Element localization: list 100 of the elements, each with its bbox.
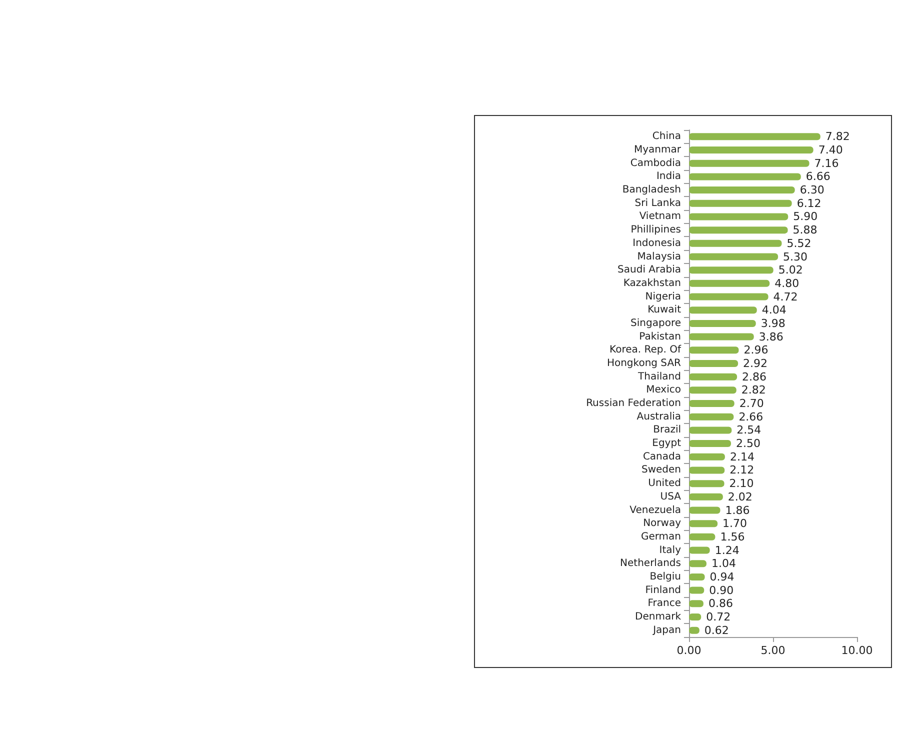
data-label: 0.72 [706, 610, 731, 624]
data-label: 5.30 [783, 250, 808, 264]
data-label: 1.04 [711, 557, 736, 570]
bar [689, 520, 718, 528]
bar [689, 293, 768, 300]
bar [689, 266, 774, 274]
bar [689, 400, 734, 408]
bar [689, 160, 810, 167]
data-label: 2.50 [736, 437, 760, 450]
y-tick-label: Venezuela [630, 504, 681, 516]
y-tick-label: Denmark [635, 611, 682, 622]
data-label: 2.66 [738, 410, 764, 424]
y-tick-label: Belgiu [650, 571, 681, 582]
data-label: 4.04 [762, 304, 786, 317]
bar [689, 226, 788, 234]
bar [689, 493, 723, 500]
bar [689, 440, 731, 448]
y-tick-label: Mexico [646, 384, 681, 396]
data-label: 1.56 [720, 530, 745, 544]
bar [689, 346, 739, 354]
data-label: 1.24 [714, 544, 740, 557]
data-label: 4.72 [773, 290, 798, 304]
y-tick-label: Brazil [653, 424, 681, 436]
y-tick-label: Kazakhstan [623, 278, 681, 289]
data-label: 2.82 [741, 384, 766, 397]
y-tick-label: USA [660, 491, 682, 502]
data-label: 2.10 [729, 477, 754, 490]
y-tick-label: Nigeria [645, 291, 681, 302]
bar [689, 386, 736, 394]
data-label: 5.88 [792, 224, 818, 237]
bar [689, 133, 820, 140]
data-label: 2.96 [744, 344, 768, 357]
bar [689, 360, 738, 367]
bar [689, 466, 725, 474]
data-label: 1.70 [722, 517, 748, 530]
data-label: 7.16 [814, 156, 839, 170]
data-label: 2.02 [728, 490, 752, 504]
y-tick-label: Korea. Rep. Of [610, 344, 682, 356]
bar [689, 173, 801, 180]
y-tick-label: Sweden [641, 464, 681, 476]
bar [689, 506, 720, 514]
y-tick-label: Cambodia [630, 158, 681, 169]
y-tick-label: Australia [636, 411, 681, 422]
bar [689, 480, 724, 488]
data-label: 2.54 [736, 424, 762, 437]
data-label: 5.90 [793, 210, 818, 224]
bar [689, 320, 756, 327]
bar [689, 240, 782, 247]
y-tick-label: Indonesia [632, 238, 681, 249]
data-label: 7.82 [825, 130, 850, 144]
data-label: 5.02 [778, 264, 803, 277]
data-label: 4.80 [774, 276, 800, 290]
y-tick-label: Finland [645, 584, 681, 596]
data-label: 5.52 [786, 236, 812, 250]
y-tick-label: Phillipines [630, 224, 681, 236]
bar [689, 280, 770, 287]
bar [689, 533, 716, 540]
data-label: 2.86 [742, 370, 767, 384]
data-label: 3.98 [760, 316, 786, 330]
bar [689, 413, 734, 420]
x-tick-label: 5.00 [760, 644, 786, 657]
data-label: 3.86 [758, 330, 784, 344]
y-tick-label: Egypt [652, 438, 682, 450]
data-label: 2.70 [739, 397, 764, 410]
y-tick-label: Myanmar [634, 144, 682, 156]
bar [689, 453, 725, 460]
bar [689, 253, 778, 260]
x-tick-label: 10.00 [841, 644, 873, 657]
bar [689, 546, 710, 554]
y-tick-label: United [648, 478, 681, 490]
y-tick-label: Pakistan [639, 331, 681, 342]
y-tick-label: Vietnam [639, 211, 681, 222]
y-tick-label: Bangladesh [622, 184, 681, 196]
y-tick-label: Sri Lanka [634, 198, 681, 209]
y-tick-label: India [656, 171, 681, 182]
y-tick-label: France [648, 598, 681, 610]
y-tick-label: Malaysia [637, 251, 681, 262]
bar [689, 146, 814, 154]
y-tick-label: Netherlands [620, 558, 681, 570]
data-label: 6.30 [800, 184, 824, 197]
bar [689, 426, 732, 434]
data-label: 2.14 [730, 450, 754, 464]
y-tick-label: Saudi Arabia [618, 264, 681, 276]
y-tick-label: Singapore [630, 318, 681, 329]
y-tick-label: Canada [642, 451, 681, 462]
data-label: 6.12 [796, 196, 822, 210]
bar [689, 200, 792, 207]
bar [689, 306, 757, 314]
data-label: 0.86 [708, 597, 733, 610]
y-tick-label: China [652, 131, 681, 142]
x-tick-label: 0.00 [676, 644, 702, 657]
data-label: 0.94 [710, 570, 734, 584]
data-label: 0.90 [709, 584, 734, 597]
y-tick-label: German [640, 531, 681, 542]
data-label: 0.62 [704, 624, 729, 637]
data-label: 2.92 [743, 356, 768, 370]
bar [689, 333, 754, 340]
y-tick-label: Russian Federation [586, 398, 681, 410]
data-label: 6.66 [806, 170, 830, 184]
y-tick-label: Italy [659, 544, 682, 556]
